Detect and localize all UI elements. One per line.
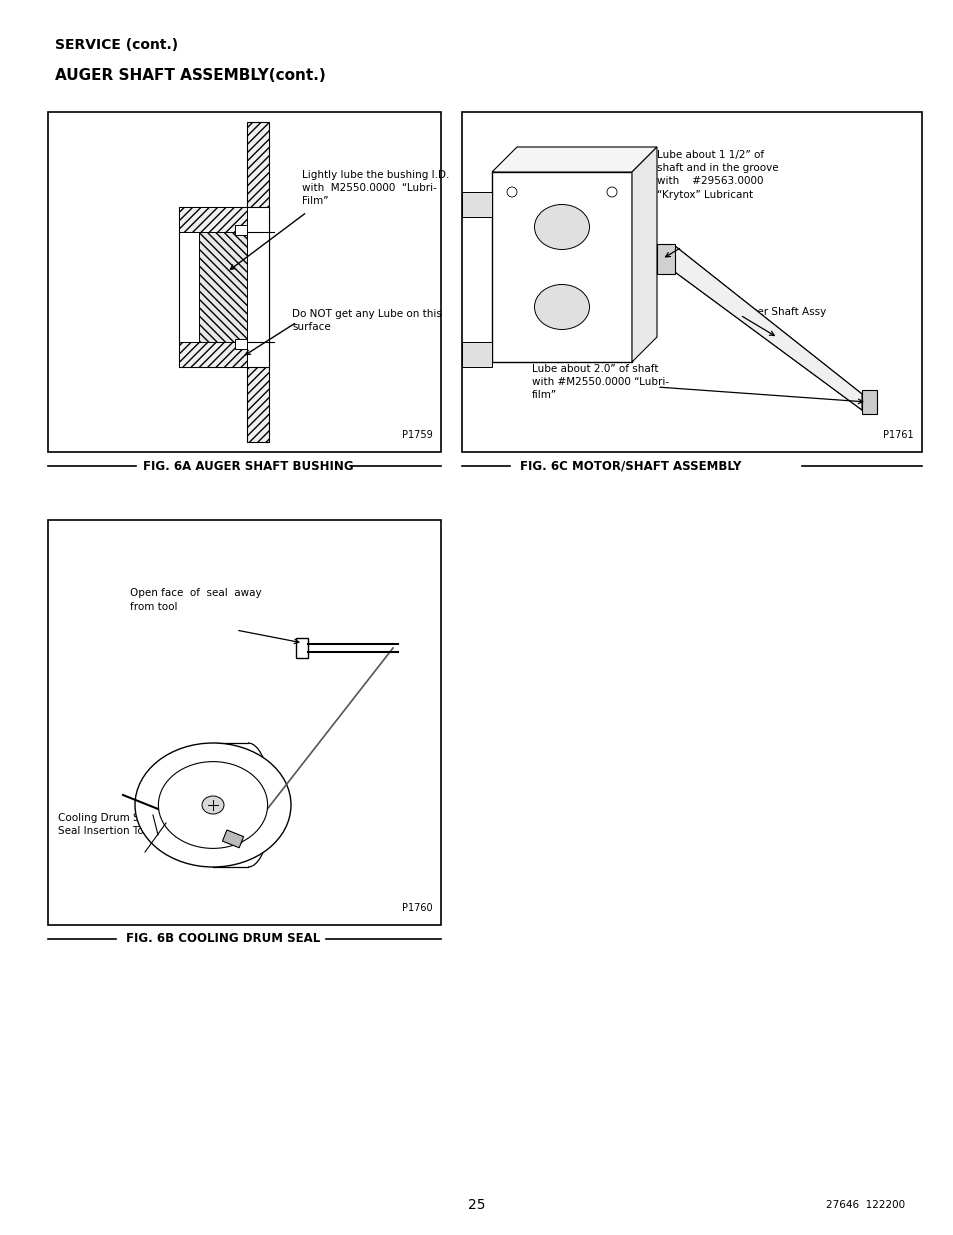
Text: 25: 25 — [468, 1198, 485, 1212]
Bar — [247, 122, 269, 442]
Text: AUGER SHAFT ASSEMBLY(cont.): AUGER SHAFT ASSEMBLY(cont.) — [55, 68, 325, 83]
Bar — [862, 390, 876, 414]
Text: Lube about 1 1/2” of
shaft and in the groove
with    #29563.0000
“Krytox” Lubric: Lube about 1 1/2” of shaft and in the gr… — [657, 149, 778, 200]
Bar — [492, 172, 631, 362]
Bar — [461, 342, 492, 367]
Bar — [179, 342, 247, 367]
Text: Open face  of  seal  away
from tool: Open face of seal away from tool — [130, 588, 261, 613]
Bar — [48, 520, 440, 925]
Text: Do NOT get any Lube on this
surface: Do NOT get any Lube on this surface — [292, 309, 441, 332]
Text: FIG. 6A AUGER SHAFT BUSHING: FIG. 6A AUGER SHAFT BUSHING — [143, 459, 354, 473]
Ellipse shape — [202, 797, 224, 814]
Text: P1761: P1761 — [882, 430, 913, 440]
Ellipse shape — [534, 284, 589, 330]
Bar — [234, 225, 247, 235]
Ellipse shape — [158, 762, 268, 848]
Polygon shape — [675, 246, 862, 410]
Text: Lube about 2.0” of shaft
with #M2550.0000 “Lubri-
film”: Lube about 2.0” of shaft with #M2550.000… — [532, 364, 668, 400]
Bar — [657, 245, 675, 274]
Text: Cooling Drum Seal
Seal Insertion Tool: Cooling Drum Seal Seal Insertion Tool — [58, 813, 155, 836]
Text: FIG. 6B COOLING DRUM SEAL: FIG. 6B COOLING DRUM SEAL — [126, 932, 320, 946]
Bar — [199, 232, 247, 342]
Text: Auger Shaft Assy: Auger Shaft Assy — [737, 308, 825, 317]
Text: Lightly lube the bushing I.D.
with  M2550.0000  “Lubri-
Film”: Lightly lube the bushing I.D. with M2550… — [302, 170, 449, 206]
Bar — [234, 338, 247, 350]
Bar — [295, 638, 308, 658]
Bar — [48, 112, 440, 452]
Text: 27646  122200: 27646 122200 — [825, 1200, 904, 1210]
Bar — [179, 207, 247, 232]
Polygon shape — [631, 147, 657, 362]
Ellipse shape — [534, 205, 589, 249]
Text: P1759: P1759 — [402, 430, 433, 440]
Text: P1760: P1760 — [402, 903, 433, 913]
Ellipse shape — [606, 186, 617, 198]
Bar — [461, 112, 921, 452]
Ellipse shape — [135, 743, 291, 867]
Ellipse shape — [506, 186, 517, 198]
Bar — [179, 207, 269, 367]
Bar — [461, 191, 492, 217]
Polygon shape — [222, 830, 243, 847]
Text: SERVICE (cont.): SERVICE (cont.) — [55, 38, 178, 52]
Text: FIG. 6C MOTOR/SHAFT ASSEMBLY: FIG. 6C MOTOR/SHAFT ASSEMBLY — [519, 459, 740, 473]
Polygon shape — [492, 147, 657, 172]
